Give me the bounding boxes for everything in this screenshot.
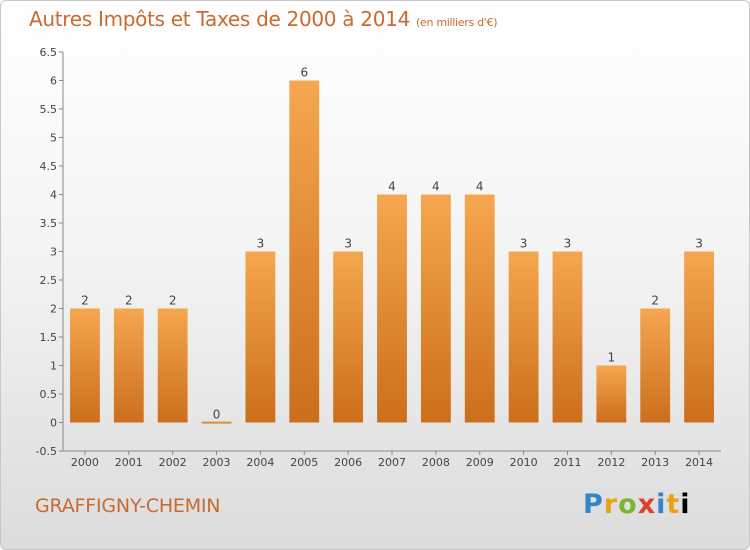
logo-letter: i [656,489,667,520]
axes: -0.5 0 0.5 1 1.5 2 2.5 3 3.5 4 4.5 5 5.5 6 6.5 2000 2001… [36,46,721,469]
x-tick-label: 2012 [597,456,625,469]
title-text: Autres Impôts et Taxes de 2000 à 2014 [29,7,410,31]
x-tick-label: 2005 [290,456,318,469]
bar-2014 [684,251,714,423]
bar-2001 [113,308,144,423]
x-tick-label: 2000 [71,456,99,469]
bar-2003 [201,421,232,424]
data-label: 6 [300,66,308,80]
data-label: 1 [608,351,616,365]
data-label: 3 [695,237,703,251]
data-labels: 2 2 2 0 3 6 3 4 4 4 3 3 1 2 3 [81,66,703,422]
bar-2013 [640,308,671,423]
bar-2006 [333,251,364,423]
x-tick-label: 2002 [159,456,187,469]
y-tick-label: 2 [50,303,57,316]
y-tick-label: 6 [50,75,57,88]
logo-letter: x [637,489,657,520]
proxiti-logo: Proxiti [583,489,691,520]
y-tick-label: 4.5 [40,160,58,173]
x-tick-label: 2011 [553,456,581,469]
bar-2002 [157,308,188,423]
x-tick-label: 2008 [422,456,450,469]
x-tick-label: 2013 [641,456,669,469]
data-label: 3 [520,237,528,251]
y-tick-label: 2.5 [40,274,58,287]
logo-letter: o [618,489,638,520]
data-label: 2 [169,294,177,308]
data-label: 4 [476,180,484,194]
y-tick-label: 5.5 [40,103,58,116]
x-tick-label: 2001 [115,456,143,469]
y-tick-label: 6.5 [40,46,58,59]
bar-2012 [596,365,627,423]
logo-letter: r [603,489,619,520]
y-tick-label: 4 [50,189,57,202]
y-tick-label: 3 [50,246,57,259]
data-label: 0 [213,408,221,422]
data-label: 4 [388,180,396,194]
y-tick-label: 0 [50,417,57,430]
y-tick-label: 1.5 [40,331,58,344]
bar-2008 [420,194,451,423]
bar-2010 [508,251,539,423]
logo-letter: P [583,489,604,520]
logo-letter: i [680,489,691,520]
y-tick-label: -0.5 [36,445,57,458]
bar-2005 [289,80,320,423]
x-tick-label: 2009 [466,456,494,469]
data-label: 3 [564,237,572,251]
bar-2000 [70,308,100,423]
y-tick-label: 3.5 [40,217,58,230]
bar-2004 [245,251,276,423]
x-tick-label: 2007 [378,456,406,469]
bar-2007 [377,194,407,423]
x-tick-label: 2006 [334,456,362,469]
chart-title: Autres Impôts et Taxes de 2000 à 2014 (en… [29,7,497,31]
town-name: GRAFFIGNY-CHEMIN [35,495,221,517]
x-tick-label: 2014 [685,456,713,469]
logo-letter: t [666,489,681,520]
data-label: 2 [125,294,133,308]
bar-2011 [552,251,583,423]
bar-2009 [464,194,495,423]
bars [70,80,714,424]
title-unit: (en milliers d'€) [416,16,498,29]
data-label: 4 [432,180,440,194]
data-label: 3 [344,237,352,251]
data-label: 3 [257,237,265,251]
y-tick-label: 5 [50,132,57,145]
x-tick-label: 2003 [203,456,231,469]
y-tick-label: 0.5 [40,388,58,401]
y-tick-label: 1 [50,360,57,373]
data-label: 2 [651,294,659,308]
data-label: 2 [81,294,89,308]
x-tick-label: 2004 [246,456,274,469]
x-tick-label: 2010 [510,456,538,469]
